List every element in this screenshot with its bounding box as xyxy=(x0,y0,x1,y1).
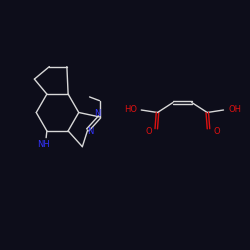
Text: O: O xyxy=(145,127,152,136)
Text: O: O xyxy=(213,127,220,136)
Text: NH: NH xyxy=(37,140,50,149)
Text: HO: HO xyxy=(124,106,137,114)
Text: OH: OH xyxy=(228,106,241,114)
Text: N: N xyxy=(94,110,100,118)
Text: N: N xyxy=(87,128,94,136)
